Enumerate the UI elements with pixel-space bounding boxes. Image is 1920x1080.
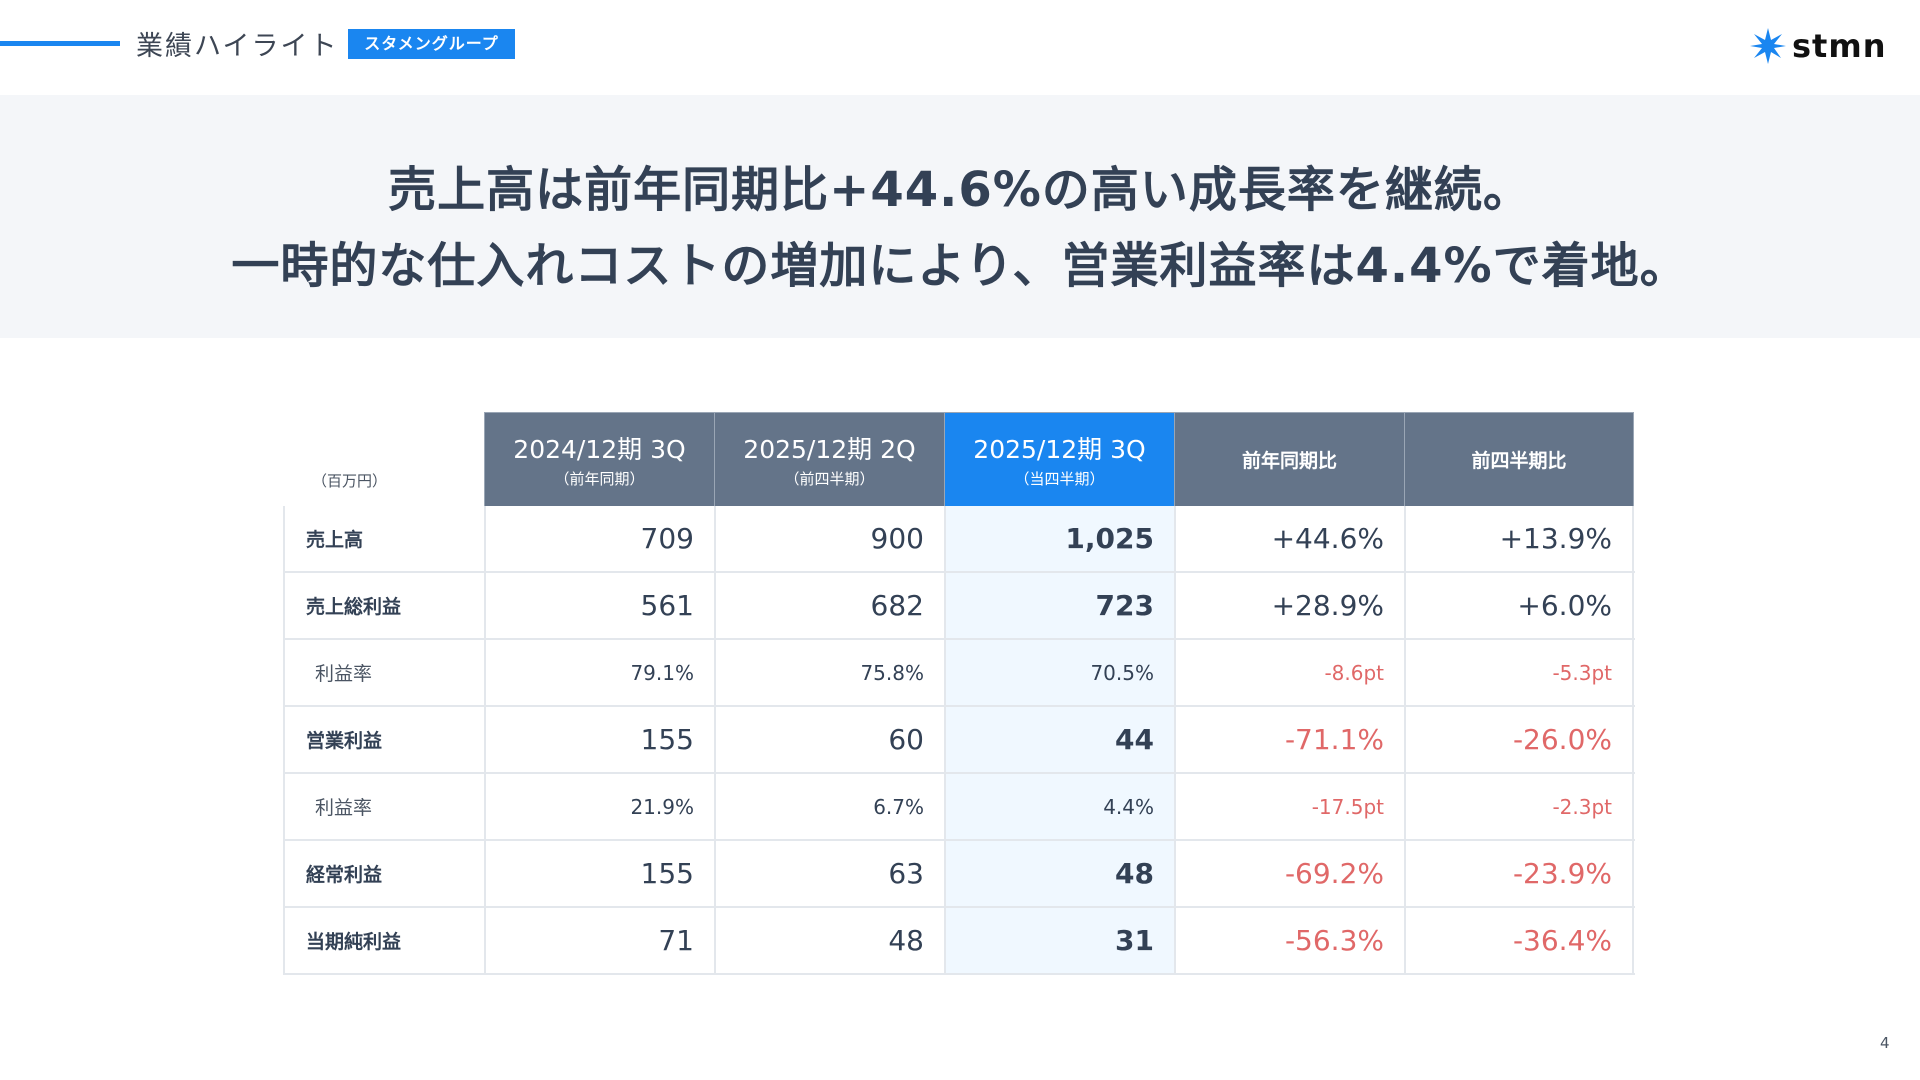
table-row-gross-profit: 売上総利益 561 682 723 +28.9% +6.0% [283, 573, 1635, 640]
table-row-ordinary-profit: 経常利益 155 63 48 -69.2% -23.9% [283, 841, 1635, 908]
column-header-prev-year: 2024/12期 3Q （前年同期） [484, 412, 714, 506]
column-header-qoq: 前四半期比 [1404, 412, 1634, 506]
company-logo: stmn [1748, 26, 1886, 66]
table-row-net-income: 当期純利益 71 48 31 -56.3% -36.4% [283, 908, 1635, 975]
star-burst-icon [1750, 28, 1786, 64]
headline-line-2: 一時的な仕入れコストの増加により、営業利益率は4.4%で着地。 [231, 238, 1689, 294]
column-header-prev-quarter: 2025/12期 2Q （前四半期） [714, 412, 944, 506]
headline-banner [0, 95, 1920, 338]
accent-line [0, 41, 120, 46]
table-row-operating-margin: 利益率 21.9% 6.7% 4.4% -17.5pt -2.3pt [283, 774, 1635, 841]
column-header-current-quarter: 2025/12期 3Q （当四半期） [944, 412, 1174, 506]
group-badge: スタメングループ [348, 29, 515, 59]
unit-label: （百万円） [312, 472, 388, 490]
logo-text: stmn [1792, 27, 1887, 65]
table-row-gross-margin: 利益率 79.1% 75.8% 70.5% -8.6pt -5.3pt [283, 640, 1635, 707]
headline-line-1: 売上高は前年同期比+44.6%の高い成長率を継続。 [388, 162, 1532, 218]
financial-highlights-table: 2024/12期 3Q （前年同期） 2025/12期 2Q （前四半期） 20… [283, 412, 1635, 975]
table-row-operating-profit: 営業利益 155 60 44 -71.1% -26.0% [283, 707, 1635, 774]
slide-header: 業績ハイライト スタメングループ stmn [0, 0, 1920, 95]
column-header-yoy: 前年同期比 [1174, 412, 1404, 506]
page-number: 4 [1880, 1034, 1890, 1052]
section-title: 業績ハイライト [136, 31, 339, 62]
table-row-revenue: 売上高 709 900 1,025 +44.6% +13.9% [283, 506, 1635, 573]
table-header: 2024/12期 3Q （前年同期） 2025/12期 2Q （前四半期） 20… [283, 412, 1635, 506]
